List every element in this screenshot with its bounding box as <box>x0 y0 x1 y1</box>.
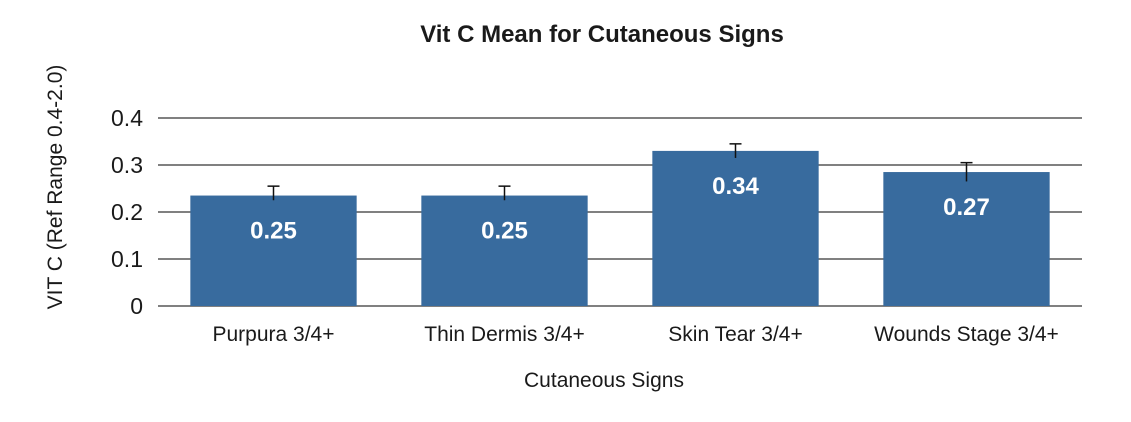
error-bars <box>267 143 973 201</box>
chart-title: Vit C Mean for Cutaneous Signs <box>420 21 784 48</box>
x-tick-label: Purpura 3/4+ <box>212 323 334 346</box>
bar <box>190 195 357 306</box>
data-label: 0.27 <box>943 194 990 221</box>
error-bar <box>729 143 742 158</box>
data-label: 0.25 <box>250 218 297 245</box>
error-bar <box>267 185 280 201</box>
y-tick-label: 0 <box>130 293 143 319</box>
bars <box>190 150 1050 306</box>
y-tick-labels: 0 0.1 0.2 0.3 0.4 <box>111 105 143 319</box>
bar <box>421 195 588 306</box>
bar <box>652 150 819 306</box>
error-bar <box>498 185 511 201</box>
x-tick-labels: Purpura 3/4+ Thin Dermis 3/4+ Skin Tear 3/… <box>212 323 1058 346</box>
error-bar <box>960 161 973 182</box>
data-labels: 0.25 0.25 0.34 0.27 <box>250 173 990 245</box>
y-tick-label: 0.4 <box>111 105 143 131</box>
x-tick-label: Skin Tear 3/4+ <box>668 323 802 346</box>
x-axis-label: Cutaneous Signs <box>524 369 684 392</box>
x-tick-label: Thin Dermis 3/4+ <box>424 323 584 346</box>
y-axis-label: VIT C (Ref Range 0.4-2.0) <box>44 65 67 310</box>
data-label: 0.34 <box>712 173 759 200</box>
bar <box>883 172 1050 306</box>
y-tick-label: 0.1 <box>111 246 143 272</box>
y-tick-label: 0.2 <box>111 199 143 225</box>
y-tick-label: 0.3 <box>111 152 143 178</box>
data-label: 0.25 <box>481 218 528 245</box>
x-tick-label: Wounds Stage 3/4+ <box>874 323 1059 346</box>
